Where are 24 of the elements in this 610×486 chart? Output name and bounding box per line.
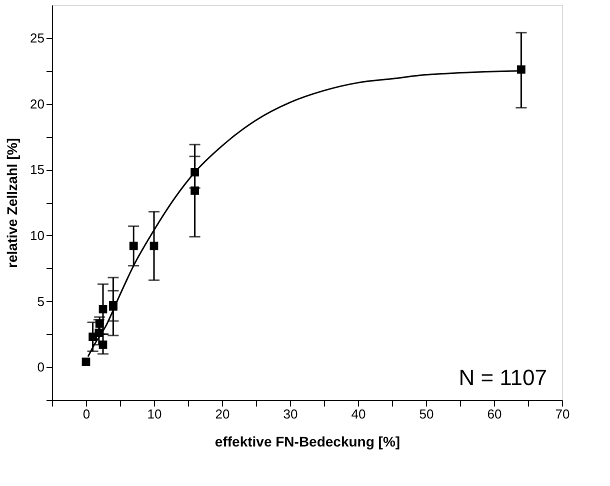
y-tick-label: 15 bbox=[30, 162, 44, 178]
x-tick-label: 70 bbox=[555, 406, 570, 422]
y-tick-label: 5 bbox=[37, 294, 44, 309]
y-axis-title: relative Zellzahl [%] bbox=[4, 138, 20, 268]
x-tick-label: 20 bbox=[215, 406, 230, 422]
point bbox=[190, 186, 199, 195]
point bbox=[150, 242, 158, 250]
point bbox=[82, 358, 90, 366]
x-axis-title: effektive FN-Bedeckung [%] bbox=[214, 434, 400, 450]
point bbox=[98, 340, 108, 349]
x-tick-label: 60 bbox=[487, 406, 502, 422]
x-tick-label: 10 bbox=[147, 406, 162, 422]
annotation: N = 1107 bbox=[458, 365, 547, 390]
x-tick-label: 50 bbox=[419, 406, 434, 422]
y-tick-label: 10 bbox=[30, 228, 44, 243]
x-tick-label: 30 bbox=[283, 406, 298, 422]
y-tick-label: 0 bbox=[37, 360, 44, 375]
point bbox=[98, 304, 108, 314]
point bbox=[95, 319, 104, 328]
point bbox=[129, 242, 138, 250]
y-tick-label: 20 bbox=[30, 96, 44, 112]
y-tick-label: 25 bbox=[30, 30, 44, 46]
x-tick-label: 0 bbox=[82, 406, 90, 422]
x-tick-label: 40 bbox=[351, 406, 366, 422]
